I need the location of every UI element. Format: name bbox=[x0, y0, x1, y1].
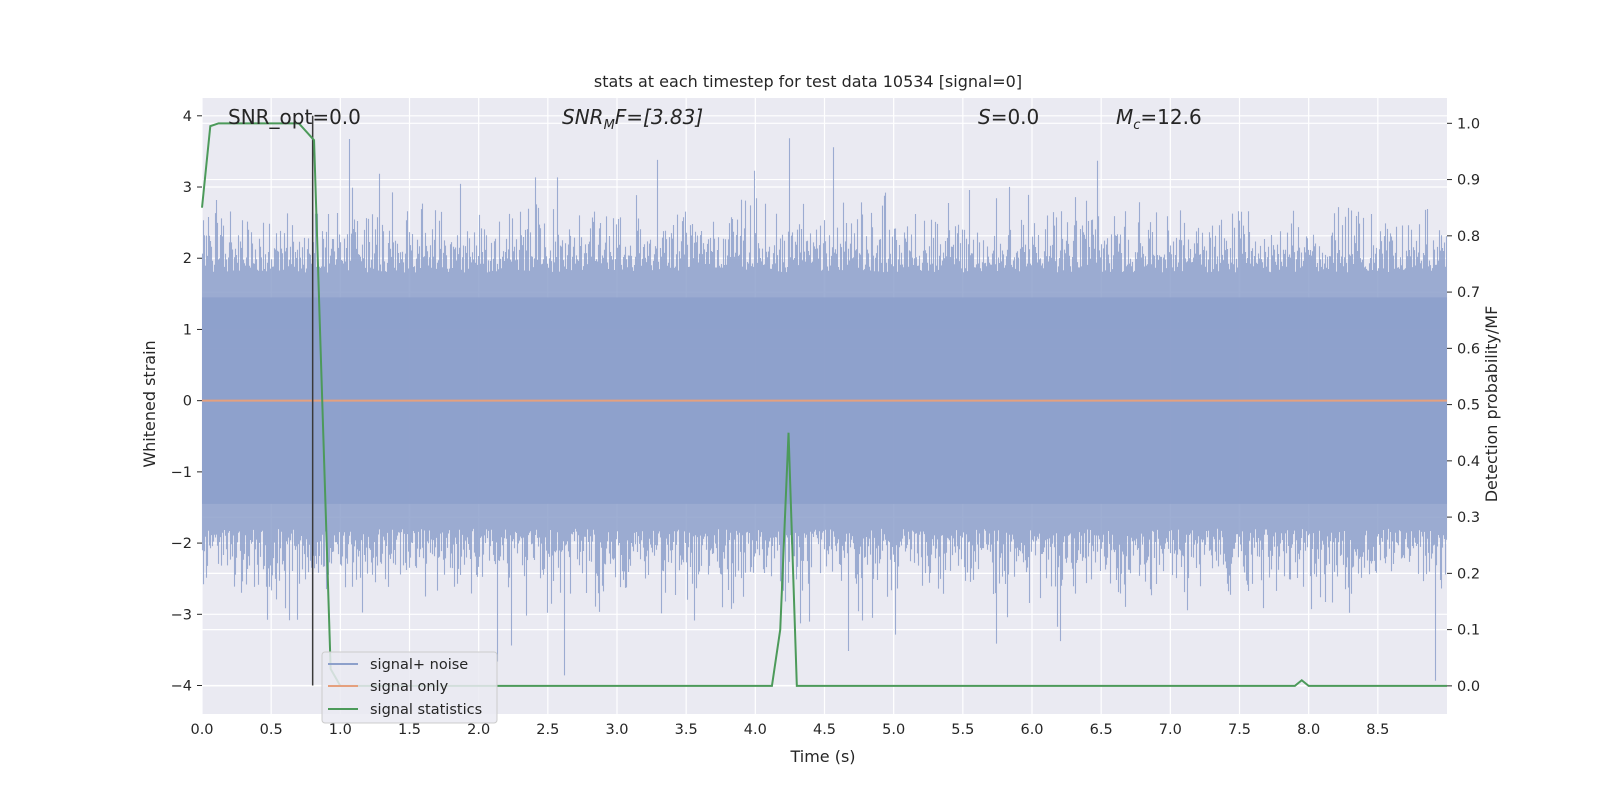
signal-statistics-line bbox=[201, 122, 1447, 687]
right-y-tick-label: 0.7 bbox=[1457, 285, 1480, 301]
snr-mf-annotation: SNRMF=[3.83] bbox=[562, 105, 703, 133]
x-tick-label: 8.5 bbox=[1366, 722, 1389, 738]
right-y-tick-label: 0.3 bbox=[1457, 510, 1480, 526]
legend: signal+ noise signal only signal statist… bbox=[321, 651, 498, 724]
left-y-axis-label: Whitened strain bbox=[140, 340, 159, 467]
x-tick-label: 5.0 bbox=[882, 722, 905, 738]
right-y-tick-label: 0.6 bbox=[1457, 341, 1480, 357]
right-y-tick-label: 1.0 bbox=[1457, 116, 1480, 132]
chart-title: stats at each timestep for test data 105… bbox=[594, 72, 1022, 91]
x-tick-label: 4.0 bbox=[744, 722, 767, 738]
right-y-tick-label: 0.0 bbox=[1457, 679, 1480, 695]
left-y-tick-label: 2 bbox=[183, 251, 192, 267]
x-tick-label: 2.5 bbox=[536, 722, 559, 738]
s-annotation: S=0.0 bbox=[978, 105, 1039, 129]
signal-statistics-series bbox=[201, 122, 1447, 687]
x-axis-label: Time (s) bbox=[789, 747, 855, 766]
right-y-tick-label: 0.9 bbox=[1457, 173, 1480, 189]
left-y-tick-label: 1 bbox=[183, 322, 192, 338]
left-y-tick-label: −1 bbox=[171, 465, 192, 481]
x-tick-label: 0.5 bbox=[260, 722, 283, 738]
x-tick-label: 3.0 bbox=[605, 722, 628, 738]
x-tick-label: 8.0 bbox=[1297, 722, 1320, 738]
x-tick-label: 1.5 bbox=[398, 722, 421, 738]
right-y-tick-label: 0.8 bbox=[1457, 229, 1480, 245]
x-tick-label: 2.0 bbox=[467, 722, 490, 738]
right-y-tick-label: 0.1 bbox=[1457, 623, 1480, 639]
x-tick-label: 3.5 bbox=[675, 722, 698, 738]
legend-label-stats: signal statistics bbox=[370, 702, 482, 718]
x-tick-label: 6.5 bbox=[1090, 722, 1113, 738]
left-y-tick-label: 4 bbox=[183, 109, 192, 125]
x-axis-ticks: 0.0 0.5 1.0 1.5 2.0 2.5 3.0 3.5 4.0 4.5 5.0 5.5 6.0 6… bbox=[190, 722, 1389, 738]
left-y-tick-label: −2 bbox=[171, 536, 192, 552]
legend-label-signal: signal only bbox=[370, 679, 449, 695]
right-y-tick-label: 0.5 bbox=[1457, 398, 1480, 414]
x-tick-label: 1.0 bbox=[329, 722, 352, 738]
x-tick-label: 0.0 bbox=[190, 722, 213, 738]
legend-label-noise: signal+ noise bbox=[370, 657, 468, 673]
x-tick-label: 6.0 bbox=[1020, 722, 1043, 738]
right-y-tick-label: 0.2 bbox=[1457, 566, 1480, 582]
left-y-tick-label: 3 bbox=[183, 180, 192, 196]
right-y-axis-label: Detection probability/MF bbox=[1482, 306, 1501, 503]
snr-opt-annotation: SNR_opt=0.0 bbox=[228, 105, 361, 129]
left-y-tick-label: 0 bbox=[183, 394, 192, 410]
left-y-axis-ticks: 4 3 2 1 0 −1 −2 −3 −4 bbox=[171, 109, 202, 695]
mc-annotation: Mc=12.6 bbox=[1116, 105, 1202, 133]
left-y-tick-label: −4 bbox=[171, 679, 192, 695]
legend-box bbox=[321, 651, 498, 724]
right-y-axis-ticks: 1.0 0.9 0.8 0.7 0.6 0.5 0.4 0.3 0.2 0.1 0.0 bbox=[1447, 116, 1480, 695]
left-y-tick-label: −3 bbox=[171, 607, 192, 623]
x-tick-label: 7.5 bbox=[1228, 722, 1251, 738]
x-tick-label: 5.5 bbox=[951, 722, 974, 738]
right-y-tick-label: 0.4 bbox=[1457, 454, 1480, 470]
x-tick-label: 4.5 bbox=[813, 722, 836, 738]
x-tick-label: 7.0 bbox=[1159, 722, 1182, 738]
